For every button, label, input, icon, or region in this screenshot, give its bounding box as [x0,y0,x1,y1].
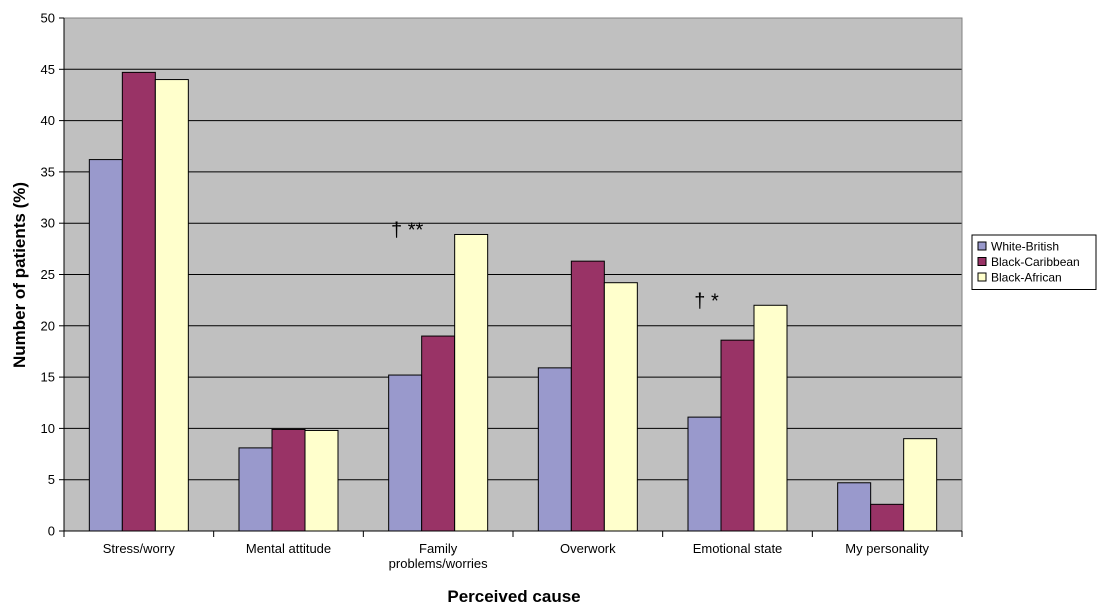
legend-swatch [977,272,987,282]
legend-swatch [977,257,987,266]
x-category-label: My personality [845,541,929,556]
x-category-label: Family problems/worries [389,541,488,571]
legend-label: Black-African [991,271,1062,285]
bar-black-caribbean-1 [271,428,306,532]
legend-label: Black-Caribbean [991,255,1080,269]
y-tick-label: 25 [41,267,55,282]
bar-black-caribbean-4 [720,339,755,532]
legend-label: White-British [991,240,1059,254]
bar-black-african-0 [154,79,189,532]
bar-white-british-3 [537,367,572,532]
y-tick-label: 5 [48,472,55,487]
bar-white-british-5 [837,482,872,532]
x-axis-title: Perceived cause [447,587,580,606]
bar-black-caribbean-5 [870,503,905,532]
y-tick-label: 35 [41,164,55,179]
bar-white-british-0 [88,159,123,532]
bar-black-african-5 [903,438,938,532]
y-axis-title: Number of patients (%) [10,182,29,368]
x-category-label: Stress/worry [103,541,176,556]
x-category-label: Mental attitude [246,541,331,556]
legend-box [971,234,1097,290]
bar-black-caribbean-3 [570,260,605,532]
y-tick-label: 45 [41,62,55,77]
legend-swatch [977,241,987,251]
bar-black-african-4 [753,304,788,532]
significance-annotation: † * [694,290,719,312]
x-category-label: Overwork [560,541,616,556]
y-tick-label: 15 [41,370,55,385]
bar-black-african-1 [304,429,339,532]
y-tick-label: 10 [41,421,55,436]
annotations: † ** † * [391,219,719,312]
bar-white-british-1 [238,447,273,532]
bar-black-african-2 [454,233,489,532]
bar-black-african-3 [603,282,638,532]
y-tick-label: 20 [41,318,55,333]
significance-annotation: † ** [391,219,423,241]
axes: 0 5 10 15 20 25 30 35 40 45 50 Stress/worry Mental a… [41,11,963,571]
bar-black-caribbean-2 [421,335,456,532]
y-tick-label: 0 [48,524,55,539]
y-tick-label: 40 [41,113,55,128]
y-tick-label: 30 [41,216,55,231]
bar-white-british-2 [388,374,423,532]
plot-area [63,17,963,532]
x-category-label: Emotional state [693,541,783,556]
y-tick-label: 50 [41,11,55,26]
bar-white-british-4 [687,416,722,532]
bar-black-caribbean-0 [121,71,156,532]
